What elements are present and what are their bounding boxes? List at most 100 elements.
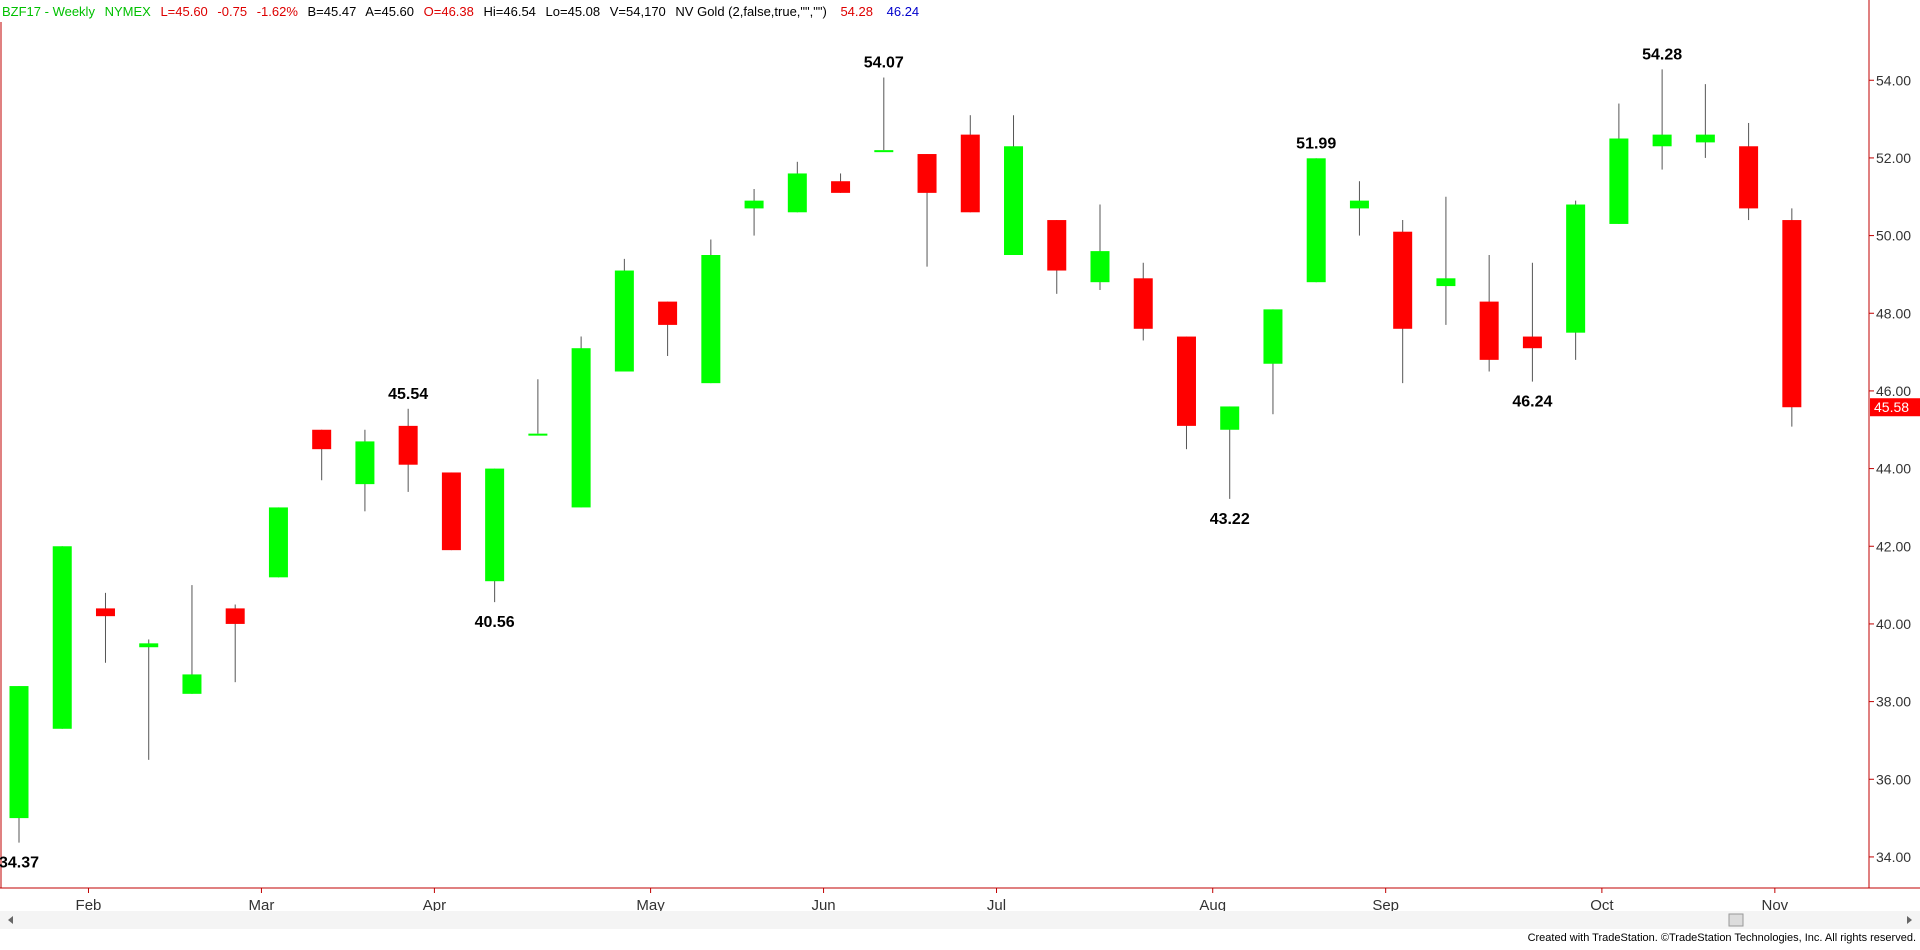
- header-ask: A=45.60: [365, 4, 414, 19]
- header-bid: B=45.47: [308, 4, 357, 19]
- candle-body: [614, 270, 634, 372]
- candle: [1609, 103, 1629, 224]
- candle-body: [1393, 231, 1413, 329]
- candle: [182, 585, 202, 694]
- candle: [355, 429, 375, 512]
- candle-body: [485, 468, 505, 582]
- y-tick-label: 42.00: [1876, 538, 1911, 554]
- header-low: Lo=45.08: [546, 4, 601, 19]
- scroll-right-icon[interactable]: [1907, 916, 1912, 924]
- candle-body: [1047, 220, 1067, 271]
- header-symbol: BZF17 - Weekly: [2, 4, 95, 19]
- candle-body: [1609, 138, 1629, 224]
- candle-body: [571, 348, 591, 508]
- candle: [960, 115, 980, 213]
- x-tick-label: Apr: [423, 897, 446, 914]
- candle-body: [1090, 251, 1110, 283]
- candle: [1782, 208, 1802, 427]
- candle: [874, 77, 894, 153]
- horizontal-scrollbar[interactable]: [0, 911, 1920, 929]
- candle-body: [1349, 200, 1369, 209]
- candle-body: [225, 608, 245, 624]
- candle: [917, 154, 937, 267]
- candle-body: [744, 200, 764, 209]
- candle: [9, 686, 29, 843]
- candle-body: [1566, 204, 1586, 333]
- candle-body: [874, 150, 894, 153]
- header-exchange: NYMEX: [105, 4, 152, 19]
- candle: [787, 161, 807, 213]
- candle-body: [398, 425, 418, 465]
- candle-body: [1695, 134, 1715, 143]
- candle: [1652, 69, 1672, 170]
- candle: [95, 592, 115, 663]
- candle: [571, 336, 591, 508]
- x-tick-label: Oct: [1590, 897, 1614, 914]
- candle-body: [701, 255, 721, 384]
- scroll-left-icon[interactable]: [8, 916, 13, 924]
- y-tick-label: 50.00: [1876, 228, 1911, 244]
- y-tick-label: 46.00: [1876, 383, 1911, 399]
- price-annotation-label: 46.24: [1512, 394, 1552, 411]
- candle: [1263, 309, 1283, 415]
- candle-body: [52, 546, 72, 729]
- candle: [614, 258, 634, 372]
- chart-header: BZF17 - Weekly NYMEX L=45.60 -0.75 -1.62…: [2, 4, 919, 19]
- price-annotation-label: 34.37: [0, 855, 39, 872]
- candle-body: [1176, 336, 1196, 426]
- y-tick-label: 44.00: [1876, 461, 1911, 477]
- footer-credit: Created with TradeStation. ©TradeStation…: [1528, 932, 1916, 944]
- candle: [1393, 220, 1413, 384]
- candle: [485, 468, 505, 603]
- candle: [398, 408, 418, 492]
- candle: [1004, 115, 1024, 256]
- candle-body: [1479, 301, 1499, 360]
- header-volume: V=54,170: [610, 4, 666, 19]
- header-change-pct: -1.62%: [257, 4, 299, 19]
- candle-body: [1306, 158, 1326, 283]
- scrollbar-track[interactable]: [0, 911, 1920, 929]
- y-tick-label: 48.00: [1876, 305, 1911, 321]
- price-annotation-label: 40.56: [475, 614, 515, 631]
- x-tick-label: Feb: [76, 897, 102, 914]
- candle: [1522, 262, 1542, 382]
- candle: [1047, 220, 1067, 294]
- y-tick-label: 34.00: [1876, 849, 1911, 865]
- header-open: O=46.38: [424, 4, 474, 19]
- y-tick-label: 54.00: [1876, 72, 1911, 88]
- price-annotation-label: 45.54: [388, 386, 428, 403]
- candle-body: [182, 674, 202, 694]
- x-tick-label: Sep: [1372, 897, 1399, 914]
- candle-body: [1782, 220, 1802, 408]
- candle-body: [1220, 406, 1240, 430]
- candle: [701, 239, 721, 384]
- x-tick-label: Aug: [1199, 897, 1226, 914]
- header-indicator: NV Gold (2,false,true,"",""): [675, 4, 826, 19]
- x-tick-label: May: [636, 897, 665, 914]
- scrollbar-thumb[interactable]: [1728, 913, 1744, 927]
- candle-body: [1652, 134, 1672, 147]
- price-annotation-label: 54.07: [864, 55, 904, 72]
- candle-body: [831, 181, 851, 193]
- candle-body: [9, 686, 29, 819]
- y-tick-label: 36.00: [1876, 771, 1911, 787]
- candle-body: [658, 301, 678, 325]
- candle-body: [1739, 146, 1759, 209]
- candle: [1090, 204, 1110, 290]
- y-tick-label: 40.00: [1876, 616, 1911, 632]
- candle-body: [1263, 309, 1283, 364]
- candle: [528, 379, 548, 436]
- candle: [1349, 181, 1369, 236]
- x-tick-label: Jun: [811, 897, 835, 914]
- candle: [1479, 255, 1499, 372]
- header-last: L=45.60: [160, 4, 207, 19]
- price-annotation-label: 51.99: [1296, 135, 1336, 152]
- header-indicator-val2: 46.24: [887, 4, 920, 19]
- candle-body: [312, 429, 332, 450]
- candle: [441, 472, 461, 551]
- candle-body: [917, 154, 937, 193]
- candle-body: [268, 507, 288, 578]
